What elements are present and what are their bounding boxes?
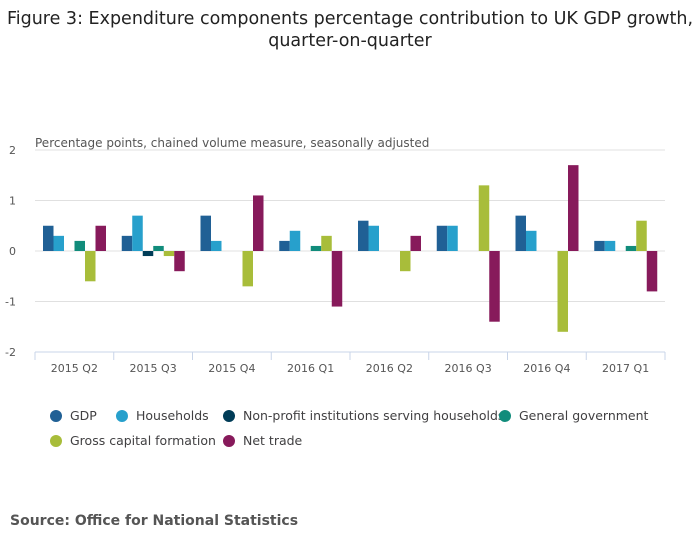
legend-label: Gross capital formation [70,433,216,448]
legend-label: Non-profit institutions serving househol… [243,408,505,423]
bar-general-government-2015-q3 [153,245,164,251]
legend-dot-icon [116,409,128,422]
x-tick-label: 2016 Q2 [366,362,413,375]
bar-net-trade-2016-q4 [568,165,579,251]
bar-general-government-2015-q2 [74,240,85,251]
legend-label: Households [136,408,209,423]
bar-general-government-2017-q1 [625,245,637,251]
legend-label: General government [519,408,649,423]
x-tick-label: 2015 Q2 [51,362,98,375]
legend-label: Net trade [243,433,303,448]
bar-net-trade-2016-q2 [410,235,421,251]
y-tick-label: 0 [9,245,16,258]
bar-net-trade-2017-q1 [646,251,658,292]
x-tick-label: 2016 Q4 [523,362,570,375]
legend-dot-icon [50,434,62,447]
bar-households-2015-q4 [211,240,222,251]
chart-plot: Percentage points, chained volume measur… [5,136,666,375]
bar-gdp-2015-q4 [200,215,211,251]
bar-net-trade-2015-q3 [174,251,185,272]
bar-gross-capital-formation-2015-q4 [242,251,253,287]
bar-net-trade-2015-q4 [253,195,264,251]
legend-item: GDP [50,408,97,423]
bar-net-trade-2016-q3 [489,251,500,322]
y-axis-label: Percentage points, chained volume measur… [35,136,429,150]
bar-net-trade-2016-q1 [331,251,343,307]
bar-households-2017-q1 [604,240,616,251]
legend-dot-icon [499,409,511,422]
x-tick-label: 2016 Q1 [287,362,334,375]
y-tick-label: -2 [5,346,16,359]
bar-gdp-2016-q1 [279,240,290,251]
bar-households-2016-q2 [368,225,379,251]
source-note: Source: Office for National Statistics [10,513,299,529]
bar-gdp-2016-q2 [358,220,369,251]
chart-title: Figure 3: Expenditure components percent… [6,9,694,51]
bar-gdp-2016-q4 [515,215,526,251]
bar-gross-capital-formation-2015-q2 [85,251,96,282]
legend-item: General government [499,408,648,423]
bar-gross-capital-formation-2016-q1 [321,235,332,251]
x-tick-label: 2017 Q1 [602,362,649,375]
bar-gross-capital-formation-2017-q1 [636,220,647,251]
legend-dot-icon [223,409,235,422]
legend-dot-icon [223,434,235,447]
bar-gdp-2017-q1 [594,240,605,251]
legend-label: GDP [70,408,97,423]
bar-households-2016-q4 [526,230,537,251]
bar-gross-capital-formation-2016-q4 [557,251,568,332]
legend-item: Net trade [223,433,302,448]
x-tick-label: 2015 Q3 [130,362,177,375]
bar-gdp-2016-q3 [436,225,448,251]
x-tick-label: 2016 Q3 [445,362,492,375]
bar-households-2015-q2 [53,235,64,251]
y-tick-label: -1 [5,296,16,309]
y-tick-label: 2 [9,144,16,157]
legend-item: Non-profit institutions serving househol… [223,408,504,423]
bar-gross-capital-formation-2015-q3 [163,251,175,257]
bar-net-trade-2015-q2 [95,225,106,251]
bar-non-profit-institutions-serving-households-2015-q3 [142,251,154,257]
bar-households-2016-q1 [289,230,301,251]
bar-general-government-2016-q1 [310,245,322,251]
bar-gdp-2015-q2 [43,225,54,251]
legend-dot-icon [50,409,62,422]
x-tick-label: 2015 Q4 [208,362,255,375]
bar-gdp-2015-q3 [121,235,133,251]
bar-households-2015-q3 [132,215,143,251]
y-tick-label: 1 [9,195,16,208]
legend-item: Gross capital formation [50,433,216,448]
bar-gross-capital-formation-2016-q3 [478,185,490,251]
bar-households-2016-q3 [447,225,458,251]
bar-gross-capital-formation-2016-q2 [400,251,411,272]
legend-item: Households [116,408,209,423]
